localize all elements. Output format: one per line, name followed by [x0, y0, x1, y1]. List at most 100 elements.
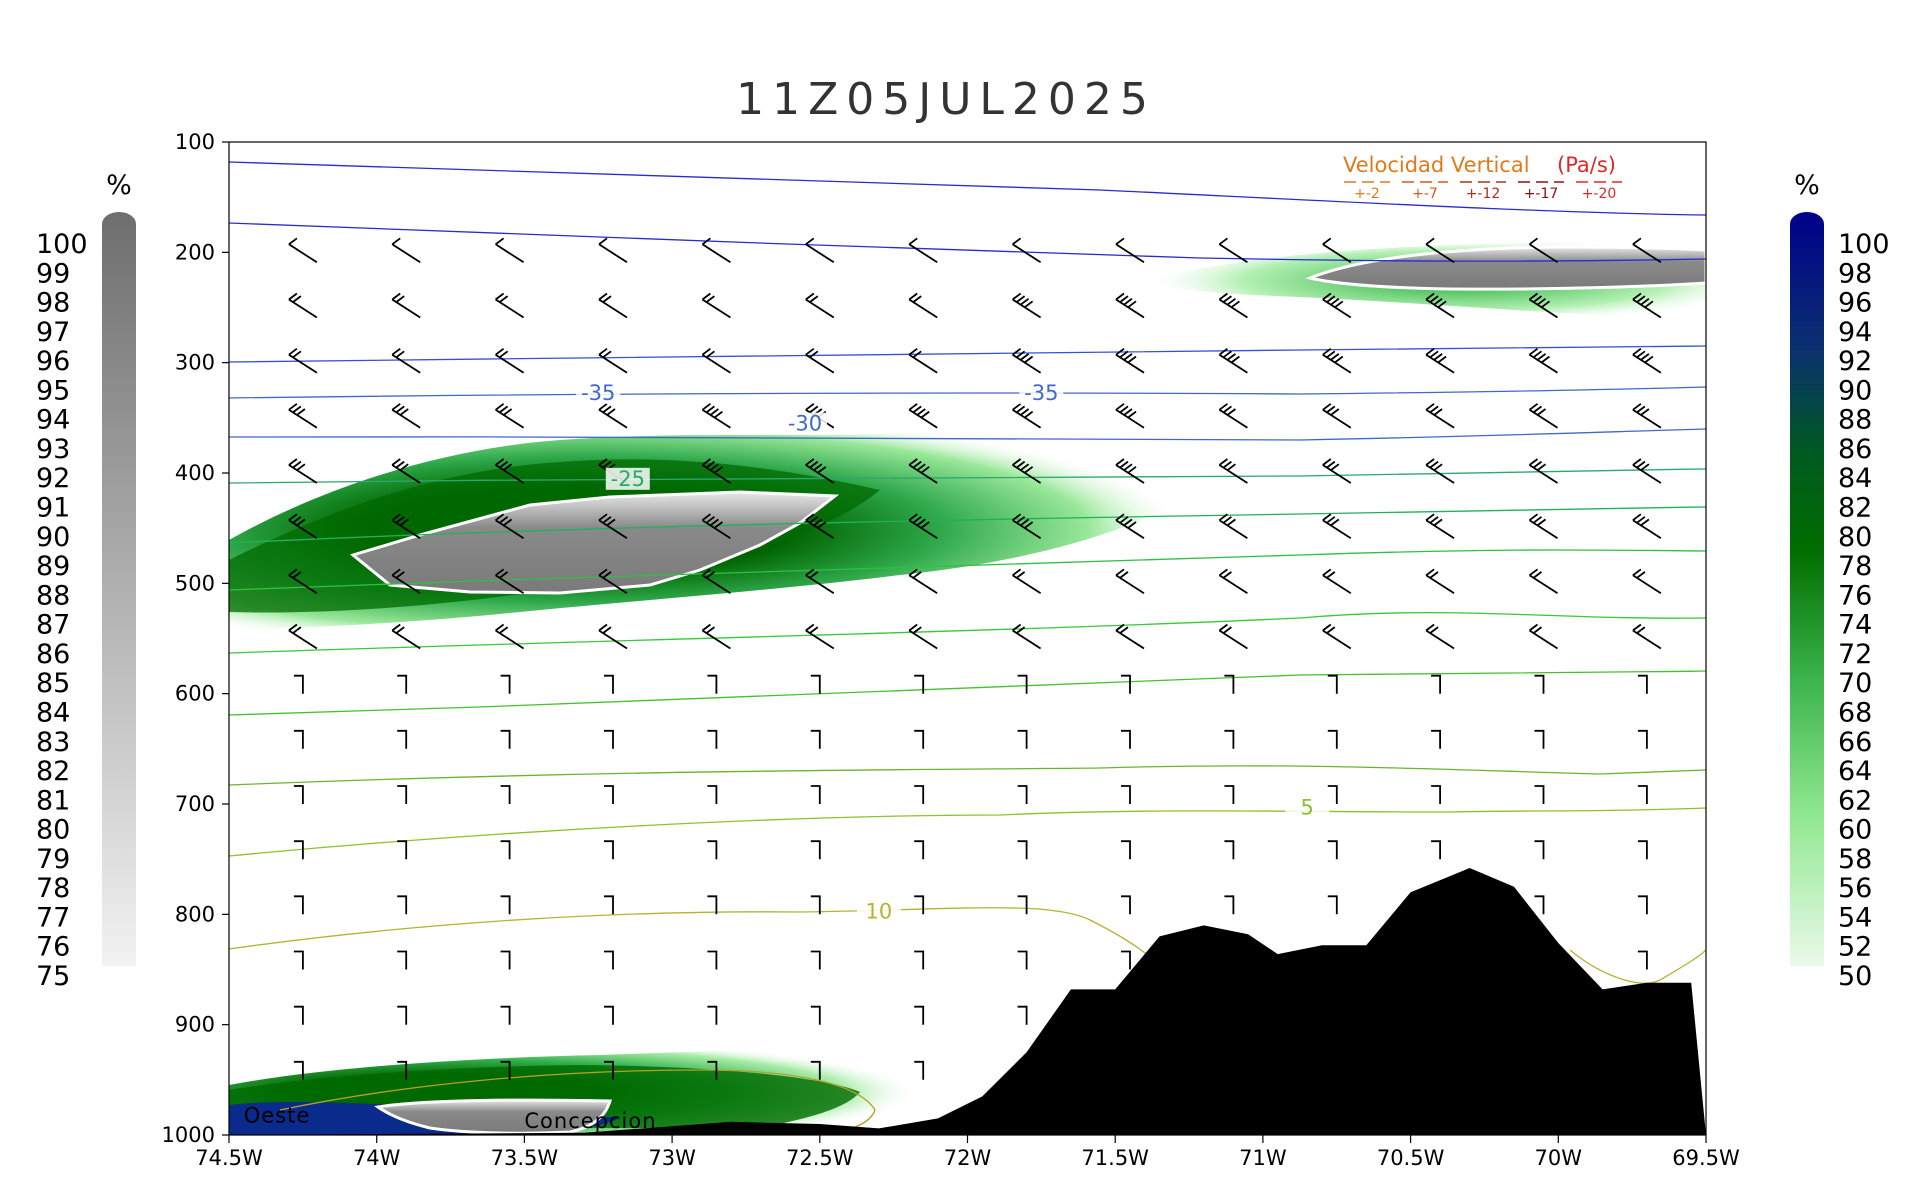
contour-label: -30	[788, 412, 822, 436]
right-colorbar-unit: %	[1794, 170, 1820, 201]
wind-barb-stroke	[810, 950, 821, 970]
wind-barb-stroke	[1327, 895, 1338, 915]
isotherm	[229, 222, 1706, 262]
wind-barb-stroke	[495, 568, 525, 595]
colorbar-label: 54	[1838, 902, 1872, 933]
wind-barb-stroke	[1632, 403, 1662, 429]
wind-barb	[598, 513, 628, 539]
wind-barb	[604, 950, 614, 970]
wind-barb	[495, 513, 525, 539]
wind-barb	[288, 292, 318, 319]
wind-barb	[1637, 840, 1648, 860]
wind-barb	[805, 513, 835, 539]
wind-barb-stroke	[810, 729, 821, 749]
colorbar-label: 86	[1838, 434, 1872, 465]
wind-barb	[1425, 292, 1455, 319]
contour-label: 5	[1301, 796, 1314, 820]
wind-barb-stroke	[598, 347, 628, 374]
wind-barb	[391, 292, 421, 319]
colorbar-label: 94	[1838, 317, 1872, 348]
wind-barb-stroke	[293, 1060, 304, 1080]
wind-barb-stroke	[908, 513, 938, 539]
wind-barb	[1327, 840, 1338, 860]
wind-barb	[1632, 292, 1662, 319]
wind-barb-stroke	[397, 1060, 408, 1080]
wind-barb	[500, 840, 511, 860]
wind-barb-stroke	[1431, 729, 1441, 749]
wind-barb-stroke	[495, 403, 525, 429]
right-colorbar: % 10098969492908886848280787674727068666…	[1790, 170, 1890, 992]
wind-barb-stroke	[1637, 950, 1648, 970]
colorbar-label: 98	[36, 288, 70, 319]
wind-barb	[805, 347, 835, 374]
colorbar-label: 100	[36, 229, 88, 260]
contour-label-bg	[856, 900, 901, 923]
wind-barb-stroke	[908, 237, 938, 264]
wind-barb	[810, 950, 821, 970]
colorbar-label: 77	[36, 902, 70, 933]
wind-barb-stroke	[914, 1005, 925, 1025]
wind-barb-stroke	[1425, 458, 1455, 484]
wind-barb-stroke	[908, 403, 938, 429]
colorbar-label: 88	[36, 580, 70, 611]
wind-barb-stroke	[1327, 729, 1338, 749]
wind-barb-stroke	[1322, 292, 1352, 319]
wind-barb	[908, 568, 938, 595]
wind-barb	[1121, 950, 1131, 970]
wind-barb-stroke	[495, 292, 525, 319]
colorbar-label: 96	[1838, 288, 1872, 319]
wind-barb-stroke	[1012, 568, 1042, 595]
left-colorbar: % 10099989796959493929190898887868584838…	[36, 170, 136, 992]
colorbar-label: 78	[36, 873, 70, 904]
isotherm	[229, 386, 1706, 399]
wind-barb	[495, 347, 525, 374]
x-tick-label: 70W	[1535, 1146, 1583, 1170]
wind-barb-stroke	[908, 292, 938, 319]
isotherm	[229, 670, 1706, 716]
wind-barb	[1431, 729, 1441, 749]
wind-barb-stroke	[495, 237, 525, 264]
wind-barb-stroke	[805, 458, 835, 484]
wind-barb	[1012, 292, 1042, 319]
wind-barb-stroke	[1632, 513, 1662, 539]
wind-barb-stroke	[810, 1060, 821, 1080]
wind-barb-stroke	[500, 840, 511, 860]
wind-barb-stroke	[288, 403, 318, 429]
wind-barb-stroke	[495, 347, 525, 374]
wind-barb-stroke	[805, 513, 835, 539]
wind-barb-stroke	[701, 347, 731, 374]
wind-barb	[908, 513, 938, 539]
wind-barb-stroke	[1632, 568, 1662, 595]
wind-barb-stroke	[604, 1060, 614, 1080]
wind-barb-stroke	[1322, 568, 1352, 595]
wind-barb	[495, 292, 525, 319]
wind-barb-stroke	[707, 895, 718, 915]
wind-barb-stroke	[908, 568, 938, 595]
wind-barb-stroke	[397, 729, 408, 749]
wind-barb	[1632, 347, 1662, 374]
contour-label: -35	[581, 381, 615, 405]
wind-barb	[701, 513, 731, 539]
wind-barb-stroke	[1534, 729, 1545, 749]
wind-barb	[1632, 568, 1662, 595]
wind-barb	[1012, 403, 1042, 429]
wind-barb-stroke	[1017, 1005, 1028, 1025]
wind-barb	[397, 729, 408, 749]
wind-barb-stroke	[1322, 623, 1352, 650]
colorbar-label: 52	[1838, 932, 1872, 963]
colorbar-label: 86	[36, 639, 70, 670]
wind-barb-stroke	[1425, 513, 1455, 539]
x-tick-label: 74.5W	[195, 1146, 263, 1170]
contour-label: -25	[611, 467, 645, 491]
wind-barb-stroke	[1528, 347, 1558, 374]
wind-barb	[810, 1005, 821, 1025]
x-tick-label: 72W	[944, 1146, 992, 1170]
wind-barb-stroke	[391, 237, 421, 264]
place-label: Oeste	[244, 1103, 311, 1127]
wind-barb-stroke	[1632, 292, 1662, 319]
wind-barb	[293, 840, 304, 860]
y-tick-label: 400	[175, 461, 215, 485]
wind-barb-stroke	[914, 840, 925, 860]
wind-barb	[598, 347, 628, 374]
wind-barb-stroke	[1637, 674, 1648, 694]
